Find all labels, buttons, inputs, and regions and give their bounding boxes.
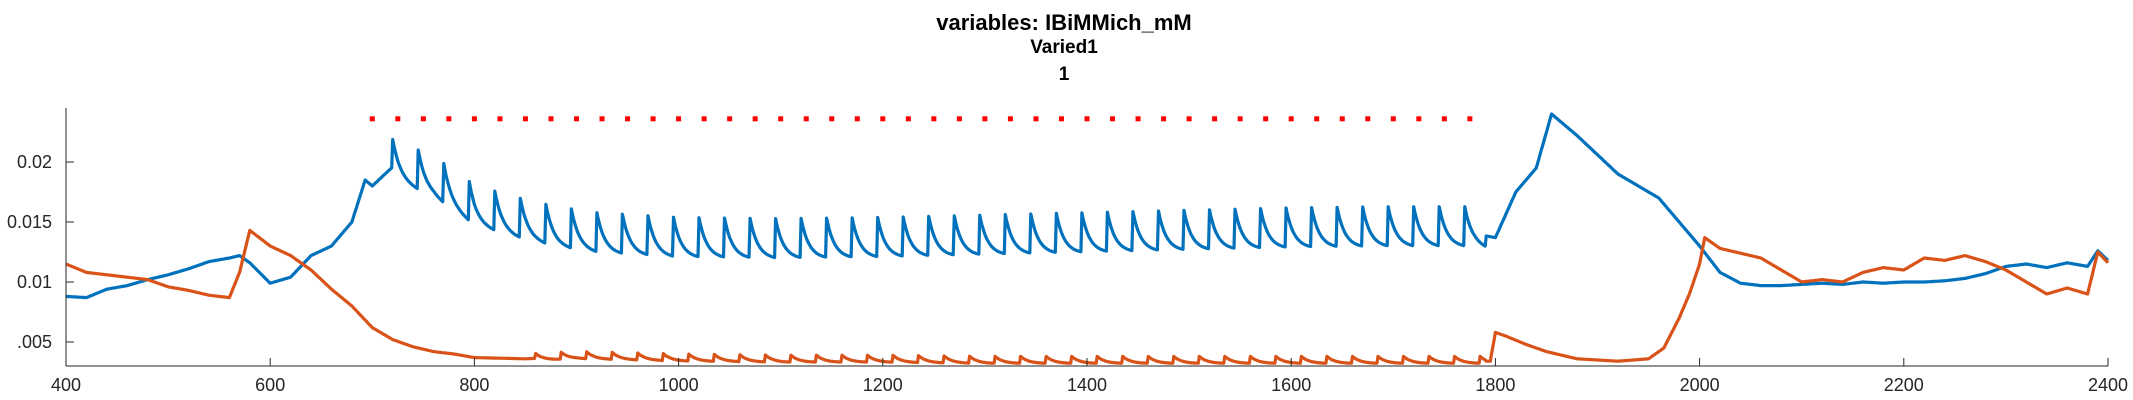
chart-subtitle: Varied1 [1030, 37, 1098, 58]
stimulus-marker [420, 116, 426, 122]
y-axis-ticks: .005 0.01 0.015 0.02 [7, 152, 74, 352]
stimulus-marker [369, 116, 375, 122]
stimulus-marker [803, 116, 809, 122]
x-tick-label: 2200 [1884, 375, 1924, 395]
stimulus-marker [1390, 116, 1396, 122]
stimulus-marker [471, 116, 477, 122]
stimulus-marker [1212, 116, 1218, 122]
stimulus-marker [905, 116, 911, 122]
x-tick-label: 1000 [659, 375, 699, 395]
x-tick-label: 1800 [1475, 375, 1515, 395]
chart-subtitle-2: 1 [1059, 64, 1070, 85]
y-tick-label: 0.01 [17, 272, 52, 292]
stimulus-marker [727, 116, 733, 122]
x-axis-ticks: 400 600 800 1000 1200 1400 1600 1800 2000 2200 240… [51, 358, 2128, 395]
stimulus-marker [1110, 116, 1116, 122]
stimulus-marker [1339, 116, 1345, 122]
stimulus-marker [956, 116, 962, 122]
stimulus-marker [446, 116, 452, 122]
chart-title: variables: IBiMMich_mM [936, 10, 1192, 35]
stimulus-marker [574, 116, 579, 122]
stimulus-marker [701, 116, 707, 122]
stimulus-markers [369, 116, 1473, 122]
stimulus-marker [1441, 116, 1447, 122]
x-tick-label: 1600 [1271, 375, 1311, 395]
stimulus-marker [1007, 116, 1013, 122]
stimulus-marker [1288, 116, 1294, 122]
stimulus-marker [1058, 116, 1064, 122]
series-blue-line [65, 112, 2110, 300]
stimulus-marker [778, 116, 784, 122]
stimulus-marker [1033, 116, 1039, 122]
stimulus-marker [599, 116, 605, 122]
series-orange-line [65, 228, 2110, 365]
stimulus-marker [1263, 116, 1269, 122]
stimulus-marker [1237, 116, 1243, 122]
stimulus-marker [1135, 116, 1141, 122]
stimulus-marker [829, 116, 835, 122]
stimulus-marker [1186, 116, 1192, 122]
stimulus-marker [1365, 116, 1371, 122]
stimulus-marker [625, 116, 631, 122]
stimulus-marker [676, 116, 682, 122]
y-tick-label: 0.015 [7, 212, 52, 232]
y-tick-label: .005 [17, 332, 52, 352]
stimulus-marker [982, 116, 988, 122]
stimulus-marker [497, 116, 503, 122]
stimulus-marker [1314, 116, 1320, 122]
stimulus-marker [395, 116, 401, 122]
stimulus-marker [522, 116, 528, 122]
stimulus-marker [880, 116, 886, 122]
stimulus-marker [931, 116, 937, 122]
stimulus-marker [650, 116, 656, 122]
stimulus-marker [1161, 116, 1167, 122]
x-tick-label: 2000 [1680, 375, 1720, 395]
stimulus-marker [1467, 116, 1473, 122]
series-layer [65, 112, 2110, 365]
x-tick-label: 400 [51, 375, 81, 395]
x-tick-label: 2400 [2088, 375, 2128, 395]
stimulus-marker [1084, 116, 1090, 122]
y-tick-label: 0.02 [17, 152, 52, 172]
stimulus-marker [1416, 116, 1422, 122]
x-tick-label: 600 [255, 375, 285, 395]
stimulus-marker [548, 116, 554, 122]
x-tick-label: 1400 [1067, 375, 1107, 395]
stimulus-marker [854, 116, 860, 122]
x-tick-label: 800 [459, 375, 489, 395]
stimulus-marker [752, 116, 758, 122]
x-tick-label: 1200 [863, 375, 903, 395]
